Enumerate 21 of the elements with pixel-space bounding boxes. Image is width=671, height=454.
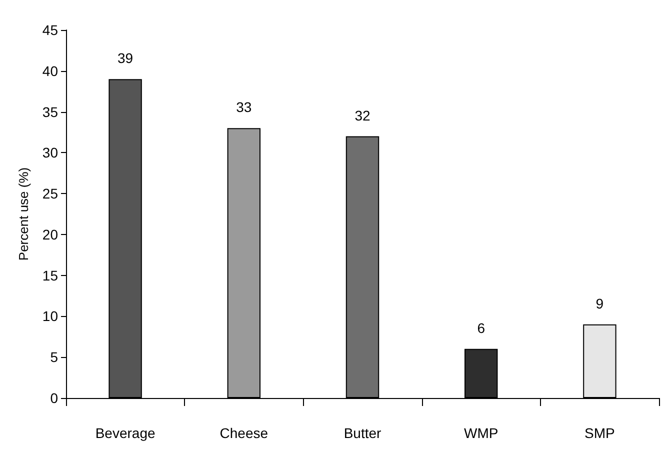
y-tick-label: 40 bbox=[42, 62, 58, 79]
x-tick-label: SMP bbox=[584, 425, 615, 441]
y-tick-label: 0 bbox=[50, 390, 58, 406]
y-tick-label: 25 bbox=[42, 186, 58, 202]
x-tick-label: Cheese bbox=[220, 425, 268, 441]
y-tick-label: 45 bbox=[42, 22, 58, 38]
data-label: 33 bbox=[236, 99, 252, 116]
data-label: 32 bbox=[354, 107, 370, 124]
data-label: 6 bbox=[477, 320, 486, 336]
x-tick-label: WMP bbox=[464, 425, 498, 441]
y-tick-label: 35 bbox=[42, 104, 58, 120]
y-axis-title: Percent use (%) bbox=[16, 167, 31, 261]
x-tick-label: Beverage bbox=[95, 425, 156, 441]
x-tick-label: Butter bbox=[344, 425, 382, 441]
y-tick-label: 20 bbox=[42, 226, 58, 242]
y-tick-label: 5 bbox=[50, 349, 58, 366]
data-label: 39 bbox=[118, 50, 134, 66]
data-label: 9 bbox=[596, 295, 604, 312]
y-tick-label: 15 bbox=[42, 267, 58, 284]
y-tick-label: 30 bbox=[42, 144, 58, 161]
y-tick-label: 10 bbox=[42, 308, 58, 324]
